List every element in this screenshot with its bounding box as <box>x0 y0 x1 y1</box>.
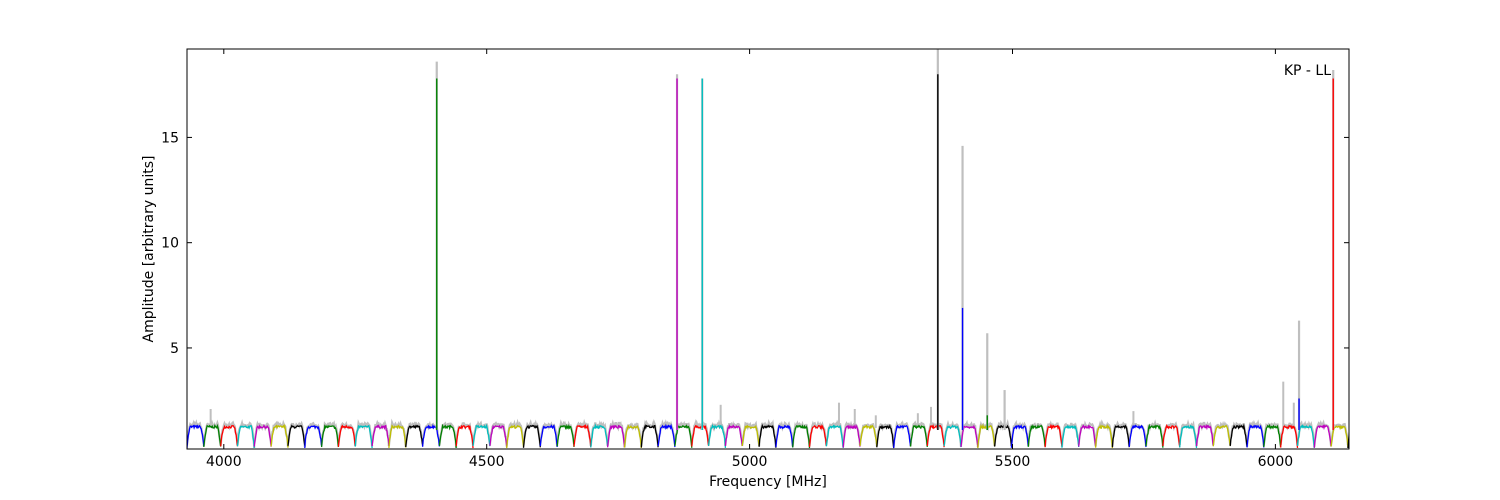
band-line <box>1027 424 1046 448</box>
band-line <box>236 424 255 448</box>
x-tick-label: 5000 <box>732 454 768 470</box>
band-line <box>640 423 659 448</box>
y-axis-label: Amplitude [arbitrary units] <box>141 156 157 343</box>
band-line <box>1111 424 1130 448</box>
band-line <box>876 423 895 449</box>
background-band-line <box>993 418 1013 446</box>
band-line <box>388 424 407 448</box>
band-line <box>1195 423 1214 447</box>
band-line <box>1044 423 1063 448</box>
background-band-line <box>1077 420 1097 446</box>
band-line <box>337 424 356 447</box>
band-line <box>1078 424 1097 447</box>
band-line <box>438 423 457 448</box>
band-line <box>1212 425 1231 447</box>
band-line <box>203 423 222 447</box>
band-line <box>893 424 912 448</box>
band-line <box>253 424 272 447</box>
band-line <box>1162 423 1181 448</box>
band-line <box>623 424 642 449</box>
band-line <box>1145 423 1164 448</box>
band-line <box>960 424 979 448</box>
band-line <box>825 424 844 448</box>
axis-ticks: 4000 4500 5000 5500 6000 5 10 15 <box>161 49 1349 470</box>
band-line <box>539 424 558 447</box>
band-line <box>556 423 575 447</box>
band-line <box>792 424 811 449</box>
band-line <box>522 424 541 448</box>
x-axis-label: Frequency [MHz] <box>709 474 827 490</box>
band-line <box>842 423 861 448</box>
background-band-line <box>1212 420 1232 445</box>
y-tick-label: 5 <box>170 341 179 357</box>
band-line <box>590 423 609 448</box>
band-line <box>859 424 878 447</box>
band-line <box>489 424 508 447</box>
band-line <box>220 424 239 447</box>
band-line <box>1279 424 1299 448</box>
band-line <box>1061 424 1080 448</box>
spike-series <box>435 49 1335 431</box>
x-tick-label: 6000 <box>1258 454 1294 470</box>
band-line <box>1094 423 1114 449</box>
band-line <box>304 425 323 449</box>
band-line <box>808 424 828 448</box>
band-line <box>573 423 592 448</box>
band-line <box>472 423 491 447</box>
band-line <box>691 424 710 447</box>
band-line <box>270 423 289 448</box>
band-line <box>405 424 424 448</box>
band-line <box>1313 424 1332 448</box>
x-tick-label: 4500 <box>469 454 505 470</box>
band-line <box>943 424 962 448</box>
band-line <box>1179 424 1198 448</box>
band-line <box>1296 424 1315 448</box>
band-line <box>187 424 205 449</box>
band-line <box>1246 423 1265 448</box>
background-band-line <box>219 420 239 446</box>
band-line <box>371 424 390 447</box>
plot-frame <box>186 48 1350 450</box>
band-line <box>506 424 525 449</box>
band-line <box>741 424 760 447</box>
band-line <box>320 424 340 448</box>
band-line <box>1229 423 1248 447</box>
band-line <box>1128 424 1147 448</box>
y-tick-label: 15 <box>161 130 179 146</box>
band-line <box>287 424 306 446</box>
x-tick-label: 5500 <box>995 454 1031 470</box>
band-line <box>775 424 794 448</box>
band-line <box>1263 423 1282 448</box>
band-line <box>455 424 474 449</box>
band-line <box>354 424 373 449</box>
band-line <box>993 424 1013 447</box>
band-line <box>758 423 777 448</box>
panel-annotation: KP - LL <box>1284 63 1331 79</box>
background-band-line <box>1195 421 1215 447</box>
background-band-line <box>253 420 273 445</box>
band-line <box>909 424 928 447</box>
band-line <box>1010 424 1029 448</box>
x-tick-label: 4000 <box>206 454 242 470</box>
y-tick-label: 10 <box>161 236 179 252</box>
band-line <box>926 423 945 448</box>
band-series <box>187 423 1349 449</box>
band-line <box>707 423 727 448</box>
band-line <box>606 424 626 448</box>
band-line <box>657 423 676 448</box>
band-line <box>724 423 743 447</box>
